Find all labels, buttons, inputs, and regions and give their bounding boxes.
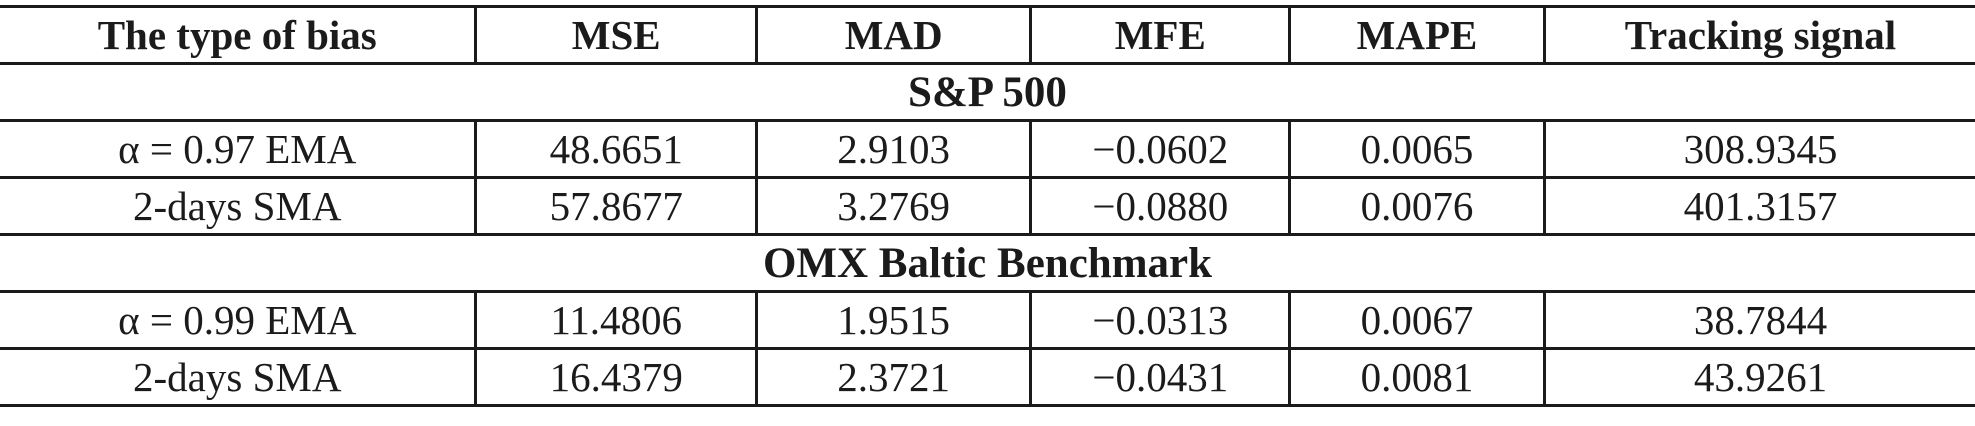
cell-mad-value: 2.9103 [756,119,1033,179]
table-row-omx-ema: α = 0.99 EMA 11.4806 1.9515 −0.0313 0.00… [0,290,1975,350]
cell-mape-value: 0.0081 [1289,347,1546,407]
section-title-sp500: S&P 500 [0,62,1975,122]
table-row-sp500-sma: 2-days SMA 57.8677 3.2769 −0.0880 0.0076… [0,176,1975,236]
column-header-mad: MAD [756,5,1033,65]
cell-mse-value: 11.4806 [475,290,758,350]
cell-mad-value: 1.9515 [756,290,1033,350]
cell-mad-value: 2.3721 [756,347,1033,407]
cell-mape-value: 0.0067 [1289,290,1546,350]
cell-tracking-signal-value: 38.7844 [1544,290,1975,350]
column-header-mape: MAPE [1289,5,1546,65]
cell-bias-label: 2-days SMA [0,176,478,236]
cell-tracking-signal-value: 308.9345 [1544,119,1975,179]
cell-mse-value: 16.4379 [475,347,758,407]
cell-mape-value: 0.0076 [1289,176,1546,236]
cell-mad-value: 3.2769 [756,176,1033,236]
section-row-omx-baltic: OMX Baltic Benchmark [0,233,1975,293]
cell-mfe-value: −0.0313 [1030,290,1292,350]
column-header-type-of-bias: The type of bias [0,5,478,65]
section-row-sp500: S&P 500 [0,62,1975,122]
table-row-omx-sma: 2-days SMA 16.4379 2.3721 −0.0431 0.0081… [0,347,1975,407]
forecast-bias-metrics-table: The type of bias MSE MAD MFE MAPE Tracki… [0,5,1975,407]
cell-bias-label: α = 0.99 EMA [0,290,478,350]
cell-mse-value: 48.6651 [475,119,758,179]
cell-mfe-value: −0.0880 [1030,176,1292,236]
section-title-omx-baltic: OMX Baltic Benchmark [0,233,1975,293]
cell-mse-value: 57.8677 [475,176,758,236]
cell-tracking-signal-value: 43.9261 [1544,347,1975,407]
column-header-mse: MSE [475,5,758,65]
cell-mfe-value: −0.0431 [1030,347,1292,407]
table-row-sp500-ema: α = 0.97 EMA 48.6651 2.9103 −0.0602 0.00… [0,119,1975,179]
column-header-mfe: MFE [1030,5,1292,65]
cell-mfe-value: −0.0602 [1030,119,1292,179]
column-header-tracking-signal: Tracking signal [1544,5,1975,65]
cell-tracking-signal-value: 401.3157 [1544,176,1975,236]
cell-bias-label: α = 0.97 EMA [0,119,478,179]
header-row: The type of bias MSE MAD MFE MAPE Tracki… [0,5,1975,65]
cell-mape-value: 0.0065 [1289,119,1546,179]
cell-bias-label: 2-days SMA [0,347,478,407]
